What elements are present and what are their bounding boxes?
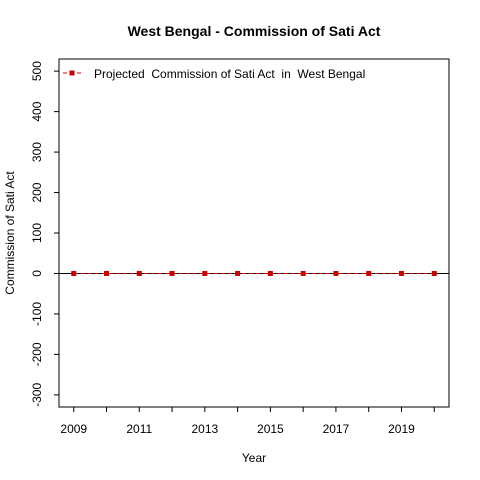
legend-marker xyxy=(69,70,75,76)
y-tick-label: 100 xyxy=(30,223,44,243)
data-point xyxy=(104,270,110,276)
data-point xyxy=(431,270,437,276)
y-tick-label: -200 xyxy=(30,342,44,366)
data-point xyxy=(202,270,208,276)
y-tick-label: 0 xyxy=(30,270,44,277)
data-point xyxy=(71,270,77,276)
data-point xyxy=(267,270,273,276)
y-tick-label: 400 xyxy=(30,101,44,121)
y-axis-label: Commission of Sati Act xyxy=(3,171,17,295)
y-axis: -300 -200 -100 0 100 200 300 400 500 xyxy=(30,61,59,407)
x-axis: 2009 2011 2013 2015 2017 2019 xyxy=(60,407,435,436)
x-tick-label: 2017 xyxy=(323,422,350,436)
x-tick-label: 2011 xyxy=(126,422,152,436)
plot-area xyxy=(58,58,450,408)
y-tick-label: 300 xyxy=(30,142,44,162)
x-tick-label: 2015 xyxy=(257,422,284,436)
data-point xyxy=(136,270,142,276)
data-point xyxy=(398,270,404,276)
y-tick-label: -300 xyxy=(30,383,44,407)
series-group xyxy=(71,270,437,276)
legend: Projected Commission of Sati Act in West… xyxy=(63,67,365,81)
data-point xyxy=(235,270,241,276)
x-tick-label: 2009 xyxy=(60,422,87,436)
chart-title: West Bengal - Commission of Sati Act xyxy=(128,23,381,39)
y-tick-label: 200 xyxy=(30,182,44,202)
x-tick-label: 2013 xyxy=(191,422,218,436)
y-tick-label: -100 xyxy=(30,302,44,326)
x-axis-label: Year xyxy=(242,451,266,465)
data-point xyxy=(169,270,175,276)
x-tick-label: 2019 xyxy=(388,422,415,436)
data-point xyxy=(300,270,306,276)
data-point xyxy=(366,270,372,276)
legend-entry-label: Projected Commission of Sati Act in West… xyxy=(94,67,365,81)
data-point xyxy=(333,270,339,276)
y-tick-label: 500 xyxy=(30,61,44,81)
